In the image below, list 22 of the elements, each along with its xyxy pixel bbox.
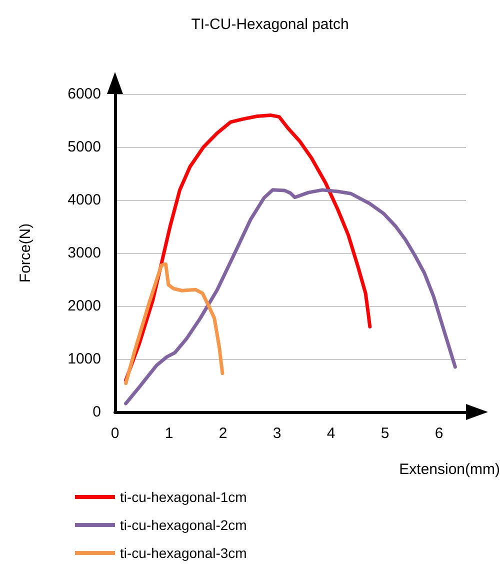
y-tick-label: 4000 — [68, 192, 101, 208]
y-axis-title: Force(N) — [17, 223, 34, 283]
line-series — [124, 262, 224, 386]
x-tick-label: 0 — [110, 425, 120, 442]
x-axis-title: Extension(mm) — [399, 461, 500, 478]
x-tick-label: 1 — [164, 425, 174, 442]
y-tick-label: 3000 — [68, 244, 101, 262]
x-tick-label: 3 — [272, 425, 282, 442]
y-tick-label: 0 — [92, 404, 101, 420]
x-tick-label: 4 — [326, 425, 336, 442]
legend-label: ti-cu-hexagonal-1cm — [120, 489, 247, 505]
line-series — [124, 188, 457, 406]
x-tick-label: 2 — [218, 425, 228, 442]
y-tick-label: 2000 — [68, 298, 101, 314]
x-tick-label: 6 — [434, 425, 444, 442]
chart-title: TI-CU-Hexagonal patch — [191, 16, 349, 33]
y-tick-label: 6000 — [68, 86, 101, 102]
x-tick-label: 5 — [380, 425, 390, 442]
y-tick-label: 5000 — [68, 138, 101, 156]
legend-label: ti-cu-hexagonal-2cm — [120, 517, 247, 533]
legend-label: ti-cu-hexagonal-3cm — [120, 545, 247, 561]
y-tick-label: 1000 — [68, 350, 101, 368]
